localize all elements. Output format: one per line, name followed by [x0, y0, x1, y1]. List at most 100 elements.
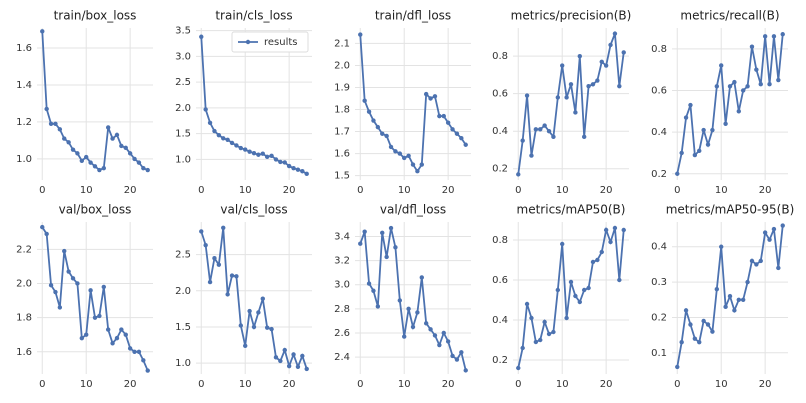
point: [780, 32, 785, 37]
point: [581, 287, 587, 293]
y-tick-label: 0.8: [492, 51, 508, 62]
y-tick-label: 0.1: [651, 348, 667, 359]
x-tick-label: 20: [600, 379, 613, 390]
point: [745, 84, 750, 89]
point: [207, 120, 213, 126]
y-tick-label: 1.9: [334, 82, 350, 93]
point: [586, 83, 591, 89]
point: [105, 125, 111, 130]
y-tick-label: 0.6: [492, 275, 508, 286]
point: [110, 341, 115, 346]
point: [388, 144, 394, 150]
subplot-title: metrics/mAP50-95(B): [666, 203, 795, 217]
point: [119, 327, 124, 332]
point: [44, 231, 49, 237]
point: [736, 297, 741, 302]
point: [463, 368, 468, 373]
point: [48, 282, 54, 288]
point: [127, 151, 133, 156]
y-tick-label: 0.4: [651, 127, 667, 138]
x-tick-label: 0: [357, 185, 363, 196]
point: [375, 124, 381, 130]
point: [92, 164, 98, 169]
point: [612, 31, 618, 36]
subplot: metrics/precision(B) 0.2 0.4 0.6 0.8 0 10 20: [492, 9, 631, 197]
point: [714, 286, 720, 292]
point: [278, 358, 283, 364]
point: [573, 293, 578, 299]
point: [771, 34, 777, 39]
point: [546, 129, 552, 134]
point: [551, 134, 556, 140]
point: [736, 109, 741, 114]
point: [243, 343, 248, 348]
y-tick-label: 1.5: [175, 322, 191, 333]
x-tick-label: 20: [759, 185, 772, 196]
point: [260, 296, 265, 301]
subplot-title: metrics/precision(B): [511, 9, 632, 23]
point: [375, 304, 381, 309]
point: [79, 335, 85, 341]
point: [260, 151, 265, 156]
subplot: metrics/mAP50-95(B) 0.1 0.2 0.3 0.4 0 10 20: [651, 203, 794, 391]
point: [410, 324, 416, 330]
point: [441, 330, 446, 336]
point: [44, 106, 49, 112]
point: [402, 155, 407, 161]
legend-label: results: [264, 37, 298, 48]
y-tick-label: 2.1: [334, 38, 350, 49]
point: [740, 88, 746, 93]
y-tick-label: 2.0: [334, 60, 350, 71]
subplot: val/dfl_loss 2.4 2.6 2.8 3.0 3.2 3.4 0 10 20: [334, 203, 471, 390]
point: [432, 94, 438, 99]
x-tick-label: 10: [80, 379, 93, 390]
point: [127, 346, 133, 351]
point: [114, 132, 120, 138]
subplot: train/dfl_loss 1.5 1.6 1.7 1.8 1.9 2.0 2.1 0 10 20: [334, 9, 471, 196]
y-tick-label: 2.0: [175, 103, 191, 114]
point: [70, 147, 76, 152]
point: [692, 152, 698, 158]
point: [542, 319, 547, 325]
point: [366, 109, 372, 114]
point: [520, 345, 525, 351]
x-tick-label: 0: [198, 379, 204, 390]
point: [92, 315, 98, 320]
point: [617, 277, 622, 283]
point: [459, 135, 464, 141]
point: [595, 78, 600, 83]
point: [229, 273, 235, 278]
y-tick-label: 2.8: [334, 304, 350, 315]
point: [295, 364, 301, 369]
point: [371, 118, 376, 123]
point: [533, 127, 539, 132]
subplot-title: val/box_loss: [59, 203, 132, 217]
point: [247, 308, 252, 314]
point: [88, 288, 93, 293]
y-tick-label: 3.0: [175, 51, 191, 62]
subplot-title: train/cls_loss: [215, 9, 292, 23]
point: [84, 332, 89, 337]
point: [40, 29, 45, 34]
point: [57, 305, 63, 310]
point: [697, 339, 702, 345]
point: [762, 230, 768, 235]
y-tick-label: 1.0: [175, 358, 191, 369]
point: [105, 327, 111, 332]
point: [608, 239, 613, 245]
point: [732, 308, 737, 313]
point: [612, 225, 618, 231]
point: [273, 355, 279, 360]
y-tick-label: 3.4: [334, 231, 350, 242]
point: [533, 339, 539, 345]
point: [136, 349, 142, 354]
point: [542, 123, 547, 128]
point: [776, 265, 781, 271]
x-tick-label: 10: [239, 185, 252, 196]
point: [450, 127, 455, 132]
point: [415, 168, 420, 174]
point: [586, 285, 591, 291]
y-tick-label: 2.0: [16, 278, 32, 289]
point: [754, 67, 759, 72]
